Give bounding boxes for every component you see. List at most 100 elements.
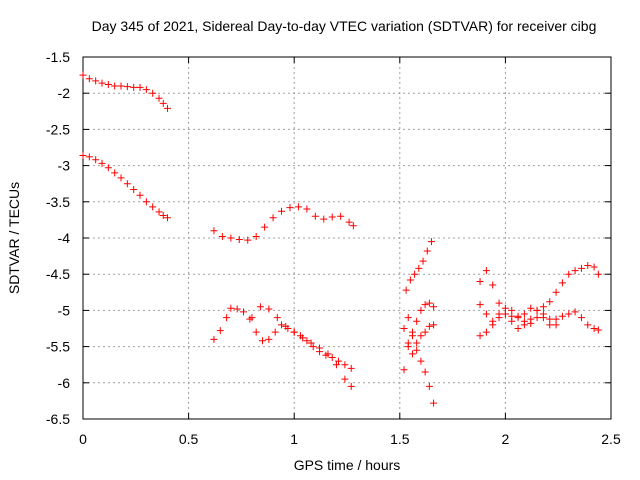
data-point: [111, 169, 119, 177]
data-point: [482, 328, 490, 336]
x-tick-label: 1: [290, 431, 298, 447]
data-point: [142, 198, 150, 206]
data-point: [130, 185, 138, 193]
data-point: [552, 288, 560, 296]
y-tick-label: -3.5: [46, 194, 70, 210]
data-point: [320, 215, 328, 223]
data-point: [252, 233, 260, 241]
data-point: [155, 94, 163, 102]
y-tick-label: -4: [58, 230, 71, 246]
series-arc-3: [210, 203, 357, 244]
data-point: [546, 298, 554, 306]
data-point: [303, 205, 311, 213]
data-point: [430, 399, 438, 407]
data-point: [417, 306, 425, 314]
data-point: [149, 89, 157, 97]
y-tick-label: -1.5: [46, 49, 70, 65]
data-point: [271, 328, 279, 336]
data-points: [79, 71, 602, 407]
data-point: [417, 332, 425, 340]
data-point: [265, 305, 273, 313]
data-point: [269, 214, 277, 222]
data-point: [347, 364, 355, 372]
data-point: [476, 301, 484, 309]
data-point: [111, 82, 119, 90]
data-point: [324, 350, 332, 358]
data-point: [337, 212, 345, 220]
data-point: [216, 327, 224, 335]
data-point: [425, 382, 433, 390]
y-tick-label: -5: [58, 302, 71, 318]
data-point: [533, 314, 541, 322]
data-point: [495, 299, 503, 307]
data-point: [406, 276, 414, 284]
data-point: [98, 159, 106, 167]
data-point: [421, 328, 429, 336]
data-point: [411, 270, 419, 278]
data-point: [256, 303, 264, 311]
data-point: [508, 317, 516, 325]
data-point: [489, 281, 497, 289]
data-point: [594, 326, 602, 334]
data-point: [261, 223, 269, 231]
data-point: [539, 303, 547, 311]
y-tick-label: -6: [58, 375, 71, 391]
data-point: [278, 321, 286, 329]
x-tick-label: 2: [502, 431, 510, 447]
data-point: [571, 308, 579, 316]
data-point: [252, 328, 260, 336]
data-point: [413, 346, 421, 354]
data-point: [546, 315, 554, 323]
x-tick-label: 1.5: [390, 431, 410, 447]
data-point: [427, 238, 435, 246]
series-arc-9: [400, 321, 438, 358]
data-point: [142, 86, 150, 94]
y-axis-label: SDTVAR / TECUs: [6, 182, 22, 294]
data-point: [98, 79, 106, 87]
series-arc-8: [404, 314, 438, 407]
data-point: [571, 267, 579, 275]
y-tick-label: -5.5: [46, 339, 70, 355]
data-point: [408, 332, 416, 340]
data-point: [514, 325, 522, 332]
data-point: [332, 361, 340, 369]
series-arc-2: [79, 151, 171, 222]
data-point: [423, 247, 431, 255]
data-point: [79, 151, 87, 159]
data-point: [282, 322, 290, 330]
data-point: [309, 343, 317, 351]
data-point: [159, 99, 167, 107]
grid: [83, 57, 611, 419]
data-point: [577, 314, 585, 322]
data-point: [565, 310, 573, 318]
x-tick-label: 0: [79, 431, 87, 447]
series-arc-11: [476, 262, 602, 332]
data-point: [163, 104, 171, 112]
series-arc-1: [79, 71, 171, 112]
data-point: [400, 325, 408, 332]
data-point: [415, 264, 423, 272]
data-point: [163, 214, 171, 222]
data-point: [430, 321, 438, 329]
data-point: [123, 180, 131, 188]
data-point: [307, 339, 315, 347]
series-arc-12: [476, 301, 560, 329]
data-point: [244, 236, 252, 244]
data-point: [421, 301, 429, 309]
data-point: [417, 357, 425, 365]
data-point: [85, 153, 93, 161]
data-point: [155, 208, 163, 216]
data-point: [341, 361, 349, 369]
data-point: [590, 263, 598, 271]
data-point: [218, 233, 226, 241]
data-point: [419, 257, 427, 265]
data-point: [240, 308, 248, 316]
data-point: [520, 310, 528, 318]
data-point: [335, 357, 343, 365]
data-point: [311, 212, 319, 220]
data-point: [104, 164, 112, 172]
data-point: [594, 270, 602, 278]
data-point: [527, 319, 535, 327]
data-point: [476, 332, 484, 340]
